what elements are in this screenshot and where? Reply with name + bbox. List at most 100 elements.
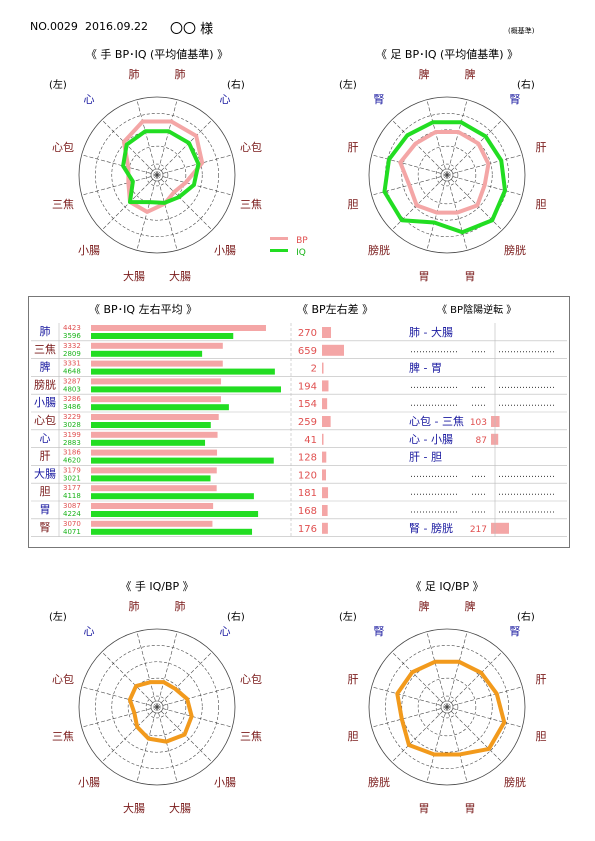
chart-legend: BP IQ	[270, 228, 308, 258]
patient-name: 〇〇 様	[170, 22, 214, 37]
grid-spoke	[101, 651, 158, 708]
grid-ring	[368, 96, 526, 254]
grid-spoke	[446, 686, 523, 708]
axis-label: 腎	[374, 625, 385, 638]
axis-label: 心	[220, 93, 231, 106]
legend-bp-label: BP	[296, 236, 308, 246]
iq-bar	[91, 528, 253, 535]
grid-ring	[111, 661, 203, 753]
axis-label: 心包	[52, 673, 74, 686]
bp-value: 3177	[63, 484, 81, 492]
record-date: 2016.09.22	[85, 20, 148, 33]
axis-label: 心包	[240, 673, 262, 686]
record-number: NO.0029	[30, 20, 78, 33]
summary-table: 《 BP･IQ 左右平均 》 《 BP左右差 》 《 BP陰陽逆転 》 肺 442…	[28, 296, 570, 548]
chart-title: 《 足 BP･IQ (平均値基準) 》	[376, 47, 518, 61]
grid-spoke	[426, 706, 448, 783]
iq-value: 2883	[63, 439, 81, 447]
diff-bar	[322, 362, 324, 374]
grid-spoke	[156, 174, 178, 251]
grid-spoke	[426, 631, 448, 708]
grid-spoke	[446, 174, 503, 231]
bp-bar	[91, 378, 222, 385]
grid-spoke	[136, 706, 158, 783]
bp-value: 3229	[63, 413, 81, 421]
legend-bp-swatch	[270, 237, 288, 240]
organ-label: 肝	[40, 450, 51, 463]
bp-bar	[91, 503, 214, 509]
legend-iq-label: IQ	[296, 248, 306, 258]
legend-bp: BP	[270, 228, 308, 246]
axis-label: 小腸	[214, 776, 236, 789]
axis-label: 脾	[465, 599, 476, 613]
iq-value: 4648	[63, 368, 81, 376]
grid-ring	[145, 695, 169, 719]
iq-value: 4118	[63, 492, 81, 500]
axis-label: 脾	[419, 67, 430, 81]
chart-left-label: (左)	[339, 78, 357, 91]
iq-bar	[91, 439, 206, 446]
grid-ring	[435, 163, 459, 187]
series-line-iq	[382, 120, 508, 235]
grid-spoke	[81, 706, 158, 728]
reversal-value: 103	[470, 418, 487, 428]
axis-label: 大腸	[169, 269, 191, 283]
diff-bar	[322, 327, 332, 338]
diff-bar	[322, 505, 328, 516]
axis-label: 肝	[348, 673, 359, 686]
axis-label: 肺	[129, 600, 140, 613]
axis-label: 心	[84, 625, 95, 638]
series-line-iq	[121, 129, 201, 205]
axis-label: 三焦	[52, 730, 74, 743]
bp-bar	[91, 485, 217, 492]
diff-bar	[322, 380, 329, 392]
organ-label: 肺	[40, 325, 51, 338]
grid-ring	[368, 628, 526, 786]
chart-right-label: (右)	[517, 78, 535, 91]
bp-bar	[91, 467, 217, 474]
chart-title: 《 手 IQ/BP 》	[120, 579, 193, 593]
reversal-bar	[491, 522, 509, 534]
grid-ring	[127, 677, 187, 737]
grid-ring	[78, 628, 236, 786]
reversal-value: 87	[476, 436, 487, 446]
diff-value: 176	[298, 524, 317, 535]
chart-right-label: (右)	[227, 610, 245, 623]
chart-left-label: (左)	[49, 78, 67, 91]
reversal-bar	[491, 433, 499, 445]
diff-value: 659	[298, 346, 317, 357]
iq-bar	[91, 511, 259, 517]
axis-label: 三焦	[52, 198, 74, 211]
iq-value: 3021	[63, 474, 81, 482]
chart-title: 《 足 IQ/BP 》	[410, 580, 483, 593]
iq-bar	[91, 493, 254, 500]
iq-bar	[91, 404, 229, 411]
axis-label: 肺	[175, 600, 186, 613]
iq-value: 3596	[63, 332, 81, 340]
axis-label: 小腸	[78, 776, 100, 789]
axis-label: 小腸	[214, 244, 236, 257]
grid-spoke	[371, 686, 448, 708]
grid-spoke	[101, 706, 158, 763]
diff-bar	[322, 487, 329, 499]
reversal-pair: 肺 - 大腸	[409, 325, 453, 339]
reversal-pair: 脾 - 胃	[409, 361, 442, 375]
grid-spoke	[446, 119, 503, 176]
organ-label: 小腸	[34, 396, 56, 409]
organ-label: 腎	[40, 521, 51, 534]
grid-ring	[385, 113, 509, 237]
axis-label: 肝	[348, 141, 359, 154]
axis-label: 肝	[536, 141, 547, 154]
grid-spoke	[156, 706, 178, 783]
chart-right-label: (右)	[517, 610, 535, 623]
iq-bar	[91, 475, 211, 482]
axis-label: 肝	[536, 673, 547, 686]
iq-value: 3486	[63, 403, 81, 411]
chart-left-label: (左)	[339, 610, 357, 623]
grid-spoke	[446, 706, 503, 763]
organ-label: 脾	[40, 360, 51, 374]
bp-bar	[91, 414, 219, 420]
